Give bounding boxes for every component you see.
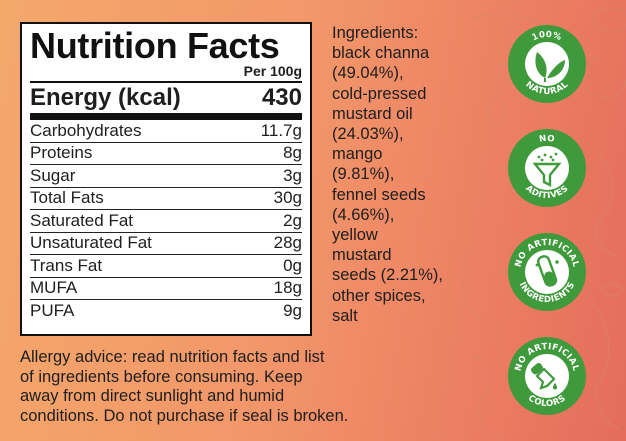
ingredients-line: mango <box>332 145 383 164</box>
energy-label: Energy (kcal) <box>30 84 181 111</box>
nutrient-value: 0g <box>283 255 302 275</box>
ingredients-line: yellow <box>332 226 378 245</box>
no-artificial-colors-badge: NO ARTIFICIAL COLORS <box>507 336 587 416</box>
badge-top-text: NO <box>539 134 555 145</box>
svg-text:COLORS: COLORS <box>526 393 568 409</box>
badge-bottom-text: COLORS <box>526 393 567 409</box>
nutrient-label: Proteins <box>30 143 93 163</box>
nutrient-row: Carbohydrates 11.7g <box>30 120 302 143</box>
allergy-line: away from direct sunlight and humid <box>20 387 285 406</box>
nutrition-title: Nutrition Facts <box>30 25 280 66</box>
energy-value: 430 <box>261 84 302 111</box>
nutrient-value: 9g <box>283 301 302 321</box>
allergy-advice: Allergy advice: read nutrition facts and… <box>20 348 460 426</box>
ingredients-line: black channa <box>332 44 430 63</box>
nutrient-row: Sugar 3g <box>30 165 302 188</box>
nutrient-label: Saturated Fat <box>30 210 134 230</box>
allergy-line: of ingredients before consuming. Keep <box>20 367 303 386</box>
funnel-icon <box>532 152 562 187</box>
nutrient-value: 8g <box>283 143 302 163</box>
nutrition-facts-panel: Nutrition Facts Per 100g Energy (kcal) 4… <box>20 22 312 336</box>
ingredients-line: seeds (2.21%), <box>332 266 443 285</box>
no-additives-badge: NO ADITIVES <box>507 128 587 208</box>
nutrient-value: 3g <box>283 165 302 185</box>
ingredients-line: fennel seeds <box>332 185 426 204</box>
ingredients-line: mustard <box>332 246 392 265</box>
ingredients-line: Ingredients: <box>332 24 419 42</box>
ingredients-line: (9.81%), <box>332 165 395 184</box>
nutrient-value: 18g <box>273 278 302 298</box>
nutrient-row: PUFA 9g <box>30 300 302 323</box>
energy-row: Energy (kcal) 430 <box>30 83 302 113</box>
leaves-icon <box>535 52 565 82</box>
nutrient-label: Total Fats <box>30 188 104 208</box>
dropper-icon <box>531 363 557 390</box>
nutrient-list: Carbohydrates 11.7g Proteins 8g Sugar 3g To… <box>30 120 302 323</box>
nutrient-value: 11.7g <box>260 120 302 140</box>
nutrient-label: Unsaturated Fat <box>30 233 152 253</box>
svg-text:NO: NO <box>539 134 556 145</box>
badge-bottom-text: NATURAL <box>524 80 571 97</box>
nutrient-row: Saturated Fat 2g <box>30 210 302 233</box>
nutrient-row: Trans Fat 0g <box>30 255 302 278</box>
ingredients-line: (4.66%), <box>332 205 395 224</box>
svg-text:ADITIVES: ADITIVES <box>523 184 570 202</box>
nutrient-value: 28g <box>273 233 302 253</box>
nutrient-value: 30g <box>273 188 302 208</box>
divider <box>30 81 302 83</box>
nutrient-label: PUFA <box>30 301 75 321</box>
nutrient-label: Carbohydrates <box>30 120 142 140</box>
badge-bottom-text: ADITIVES <box>523 184 570 202</box>
ingredients-line: (24.03%), <box>332 125 404 144</box>
ingredients-line: cold-pressed <box>332 84 427 103</box>
allergy-line: conditions. Do not purchase if seal is b… <box>20 406 349 425</box>
thick-divider <box>30 113 302 120</box>
nutrient-label: MUFA <box>30 278 78 298</box>
ingredients-line: mustard oil <box>332 104 413 123</box>
svg-text:NATURAL: NATURAL <box>524 80 571 97</box>
ingredients-line: salt <box>332 306 358 325</box>
nutrient-label: Sugar <box>30 165 76 185</box>
no-artificial-ingredients-badge: NO ARTIFICIAL INGREDIENTS <box>507 232 587 312</box>
ingredients-line: (49.04%), <box>332 64 404 83</box>
ingredients-line: other spices, <box>332 286 426 305</box>
test-tube-icon <box>535 255 559 287</box>
natural-badge: 100% NATURAL <box>507 24 587 104</box>
nutrient-label: Trans Fat <box>30 255 103 275</box>
nutrient-row: Unsaturated Fat 28g <box>30 233 302 255</box>
nutrient-row: MUFA 18g <box>30 278 302 300</box>
nutrient-value: 2g <box>283 210 302 230</box>
per-serving-label: Per 100g <box>243 63 302 79</box>
allergy-line: Allergy advice: read nutrition facts and… <box>20 348 325 366</box>
nutrient-row: Proteins 8g <box>30 143 302 165</box>
ingredients-text: Ingredients: black channa (49.04%), cold… <box>332 23 464 326</box>
nutrient-row: Total Fats 30g <box>30 188 302 210</box>
